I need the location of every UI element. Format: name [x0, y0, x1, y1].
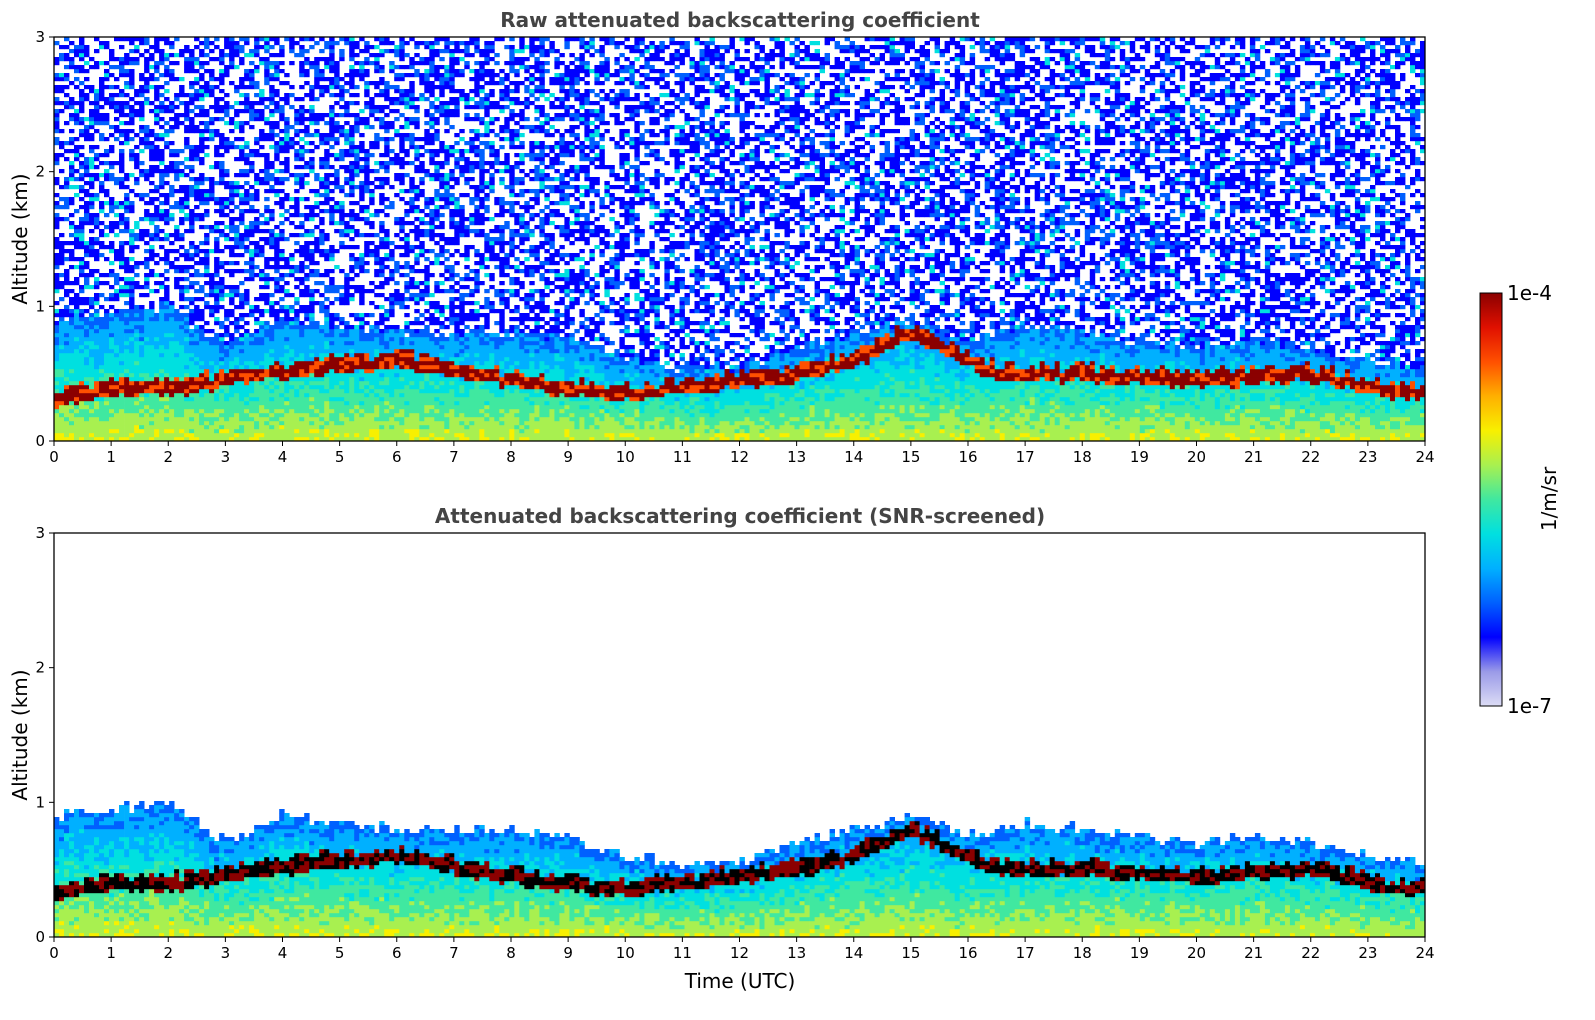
x-tick-label: 18 [1073, 448, 1092, 466]
y-axis-label-screened: Altitude (km) [8, 669, 32, 800]
x-tick-label: 8 [506, 448, 516, 466]
x-axis-label: Time (UTC) [684, 969, 796, 993]
x-tick-label: 3 [221, 448, 231, 466]
screened-backscatter-heatmap [54, 801, 1425, 937]
y-tick-label: 3 [35, 524, 45, 542]
x-tick-label: 11 [673, 944, 692, 962]
y-tick-label: 0 [35, 928, 45, 946]
panel-title-raw: Raw attenuated backscattering coefficien… [500, 8, 980, 32]
x-tick-label: 12 [730, 944, 749, 962]
x-tick-label: 20 [1187, 944, 1206, 962]
x-tick-label: 8 [506, 944, 516, 962]
x-tick-label: 21 [1244, 448, 1263, 466]
x-tick-label: 21 [1244, 944, 1263, 962]
x-tick-label: 19 [1130, 944, 1149, 962]
x-tick-label: 9 [563, 448, 573, 466]
x-tick-label: 13 [787, 448, 806, 466]
figure: Raw attenuated backscattering coefficien… [0, 0, 1595, 1020]
x-tick-label: 4 [278, 944, 288, 962]
x-tick-label: 16 [958, 944, 977, 962]
colorbar-gradient [1480, 293, 1502, 706]
x-tick-label: 11 [673, 448, 692, 466]
x-tick-label: 18 [1073, 944, 1092, 962]
screened-backscatter-panel: Attenuated backscattering coefficient (S… [8, 504, 1435, 993]
x-tick-label: 2 [163, 944, 173, 962]
x-tick-label: 4 [278, 448, 288, 466]
y-tick-label: 1 [35, 297, 45, 315]
x-tick-label: 5 [335, 944, 345, 962]
colorbar-min-label: 1e-7 [1507, 694, 1552, 718]
colorbar-max-label: 1e-4 [1507, 281, 1552, 305]
x-tick-label: 17 [1016, 944, 1035, 962]
raw-backscatter-panel: Raw attenuated backscattering coefficien… [8, 8, 1435, 466]
x-tick-label: 6 [392, 448, 402, 466]
x-tick-label: 23 [1358, 448, 1377, 466]
x-tick-label: 12 [730, 448, 749, 466]
x-tick-label: 22 [1301, 944, 1320, 962]
x-tick-label: 23 [1358, 944, 1377, 962]
x-tick-label: 1 [106, 944, 116, 962]
x-tick-label: 5 [335, 448, 345, 466]
colorbar: 1e-4 1e-7 1/m/sr [1480, 281, 1561, 718]
x-tick-label: 7 [449, 944, 459, 962]
y-tick-label: 1 [35, 793, 45, 811]
x-tick-label: 0 [49, 448, 59, 466]
x-tick-label: 22 [1301, 448, 1320, 466]
y-tick-label: 2 [35, 659, 45, 677]
raw-backscatter-heatmap [54, 37, 1425, 441]
y-axis-label-raw: Altitude (km) [8, 173, 32, 304]
x-tick-label: 1 [106, 448, 116, 466]
x-tick-label: 14 [844, 448, 863, 466]
x-tick-label: 10 [616, 944, 635, 962]
x-tick-label: 20 [1187, 448, 1206, 466]
y-tick-label: 2 [35, 163, 45, 181]
x-tick-label: 15 [901, 944, 920, 962]
x-tick-label: 13 [787, 944, 806, 962]
x-tick-label: 24 [1415, 944, 1434, 962]
x-tick-label: 15 [901, 448, 920, 466]
panel-title-screened: Attenuated backscattering coefficient (S… [435, 504, 1045, 528]
x-tick-label: 17 [1016, 448, 1035, 466]
x-tick-label: 10 [616, 448, 635, 466]
x-tick-label: 2 [163, 448, 173, 466]
y-tick-label: 0 [35, 432, 45, 450]
x-tick-label: 19 [1130, 448, 1149, 466]
x-tick-label: 24 [1415, 448, 1434, 466]
x-tick-label: 6 [392, 944, 402, 962]
x-tick-label: 16 [958, 448, 977, 466]
x-tick-label: 7 [449, 448, 459, 466]
x-tick-label: 14 [844, 944, 863, 962]
x-tick-label: 9 [563, 944, 573, 962]
y-tick-label: 3 [35, 28, 45, 46]
colorbar-unit-label: 1/m/sr [1537, 466, 1561, 531]
x-tick-label: 0 [49, 944, 59, 962]
x-tick-label: 3 [221, 944, 231, 962]
